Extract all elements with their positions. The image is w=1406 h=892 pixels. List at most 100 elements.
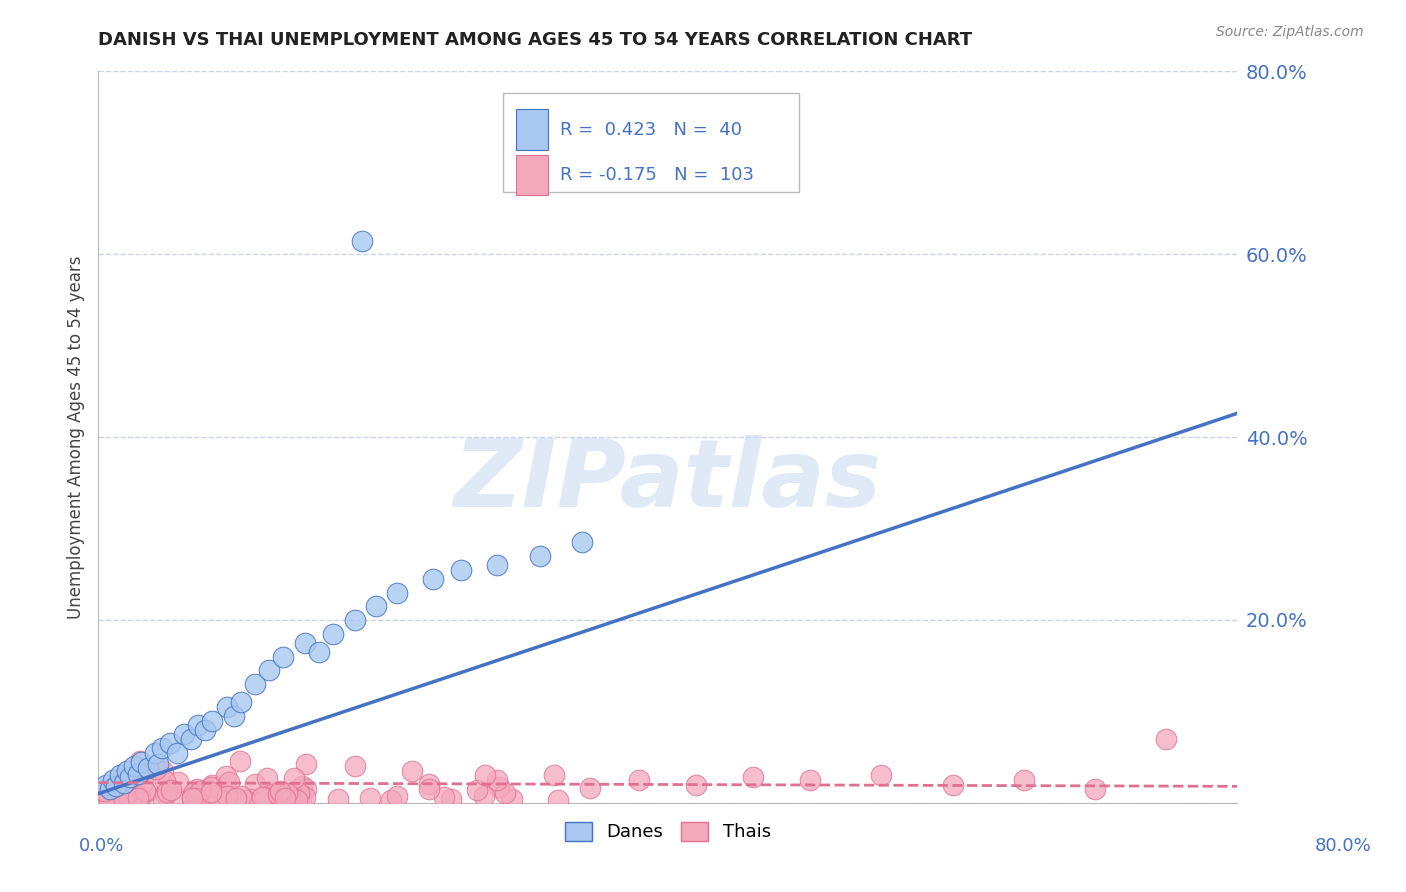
Point: [160, 782, 183, 797]
Point: [799, 772, 821, 787]
Point: [218, 775, 240, 789]
Point: [350, 234, 373, 248]
Point: [256, 771, 278, 785]
Point: [118, 770, 141, 784]
Point: [152, 740, 174, 755]
Point: [155, 774, 177, 789]
Point: [422, 572, 444, 586]
Point: [1084, 782, 1107, 797]
Text: DANISH VS THAI UNEMPLOYMENT AMONG AGES 45 TO 54 YEARS CORRELATION CHART: DANISH VS THAI UNEMPLOYMENT AMONG AGES 4…: [98, 31, 973, 49]
Point: [103, 785, 125, 799]
Point: [173, 727, 195, 741]
Point: [547, 793, 569, 807]
Point: [501, 791, 523, 805]
Point: [229, 695, 252, 709]
Point: [183, 785, 205, 799]
Point: [129, 789, 152, 804]
Point: [628, 772, 651, 787]
Point: [98, 782, 121, 797]
Point: [112, 792, 135, 806]
Point: [122, 786, 145, 800]
Point: [200, 780, 222, 794]
Y-axis label: Unemployment Among Ages 45 to 54 years: Unemployment Among Ages 45 to 54 years: [66, 255, 84, 619]
Point: [128, 767, 150, 781]
Text: Source: ZipAtlas.com: Source: ZipAtlas.com: [1216, 25, 1364, 39]
Point: [269, 783, 291, 797]
Point: [742, 770, 765, 784]
Point: [870, 768, 893, 782]
Point: [104, 789, 127, 803]
Point: [136, 761, 159, 775]
Point: [215, 699, 238, 714]
Point: [465, 782, 488, 797]
Point: [343, 759, 366, 773]
Point: [494, 786, 516, 800]
Point: [93, 784, 115, 798]
Point: [181, 790, 204, 805]
Point: [188, 784, 211, 798]
Point: [343, 613, 366, 627]
Point: [273, 649, 295, 664]
Point: [278, 789, 301, 804]
Point: [418, 782, 440, 797]
Point: [1012, 772, 1035, 787]
Point: [184, 791, 207, 805]
Text: R =  0.423   N =  40: R = 0.423 N = 40: [560, 120, 741, 138]
Point: [942, 778, 965, 792]
Point: [440, 792, 463, 806]
Point: [201, 778, 224, 792]
Point: [115, 764, 138, 778]
Point: [450, 563, 472, 577]
Point: [132, 775, 155, 789]
FancyBboxPatch shape: [516, 110, 548, 150]
Point: [243, 677, 266, 691]
Legend: Danes, Thais: Danes, Thais: [558, 814, 778, 848]
Point: [364, 599, 387, 614]
Point: [418, 776, 440, 790]
Point: [148, 757, 170, 772]
Point: [120, 791, 142, 805]
Point: [187, 787, 209, 801]
Point: [152, 764, 174, 778]
Point: [222, 709, 245, 723]
Point: [229, 754, 252, 768]
Point: [274, 791, 297, 805]
Point: [401, 764, 423, 778]
Point: [252, 790, 274, 805]
Point: [579, 781, 602, 796]
Text: R = -0.175   N =  103: R = -0.175 N = 103: [560, 166, 754, 184]
Point: [217, 793, 239, 807]
Point: [294, 781, 316, 796]
Point: [180, 731, 202, 746]
Text: ZIPatlas: ZIPatlas: [454, 435, 882, 527]
FancyBboxPatch shape: [503, 94, 799, 192]
Point: [101, 772, 124, 787]
Point: [235, 793, 257, 807]
Point: [294, 636, 316, 650]
Point: [380, 793, 402, 807]
Point: [685, 778, 707, 792]
Point: [486, 558, 509, 573]
Point: [283, 771, 305, 785]
Point: [285, 792, 308, 806]
Point: [169, 791, 191, 805]
Point: [198, 790, 221, 805]
Point: [122, 777, 145, 791]
Point: [245, 777, 267, 791]
Point: [260, 787, 283, 801]
Point: [127, 766, 149, 780]
Point: [97, 791, 120, 805]
Point: [134, 784, 156, 798]
Point: [273, 787, 295, 801]
Point: [115, 787, 138, 801]
Point: [433, 789, 456, 804]
Point: [276, 787, 298, 801]
Point: [104, 780, 127, 794]
Point: [571, 535, 593, 549]
Point: [205, 788, 228, 802]
Point: [108, 768, 131, 782]
FancyBboxPatch shape: [516, 154, 548, 195]
Point: [288, 785, 311, 799]
Point: [112, 775, 135, 789]
Point: [152, 792, 174, 806]
